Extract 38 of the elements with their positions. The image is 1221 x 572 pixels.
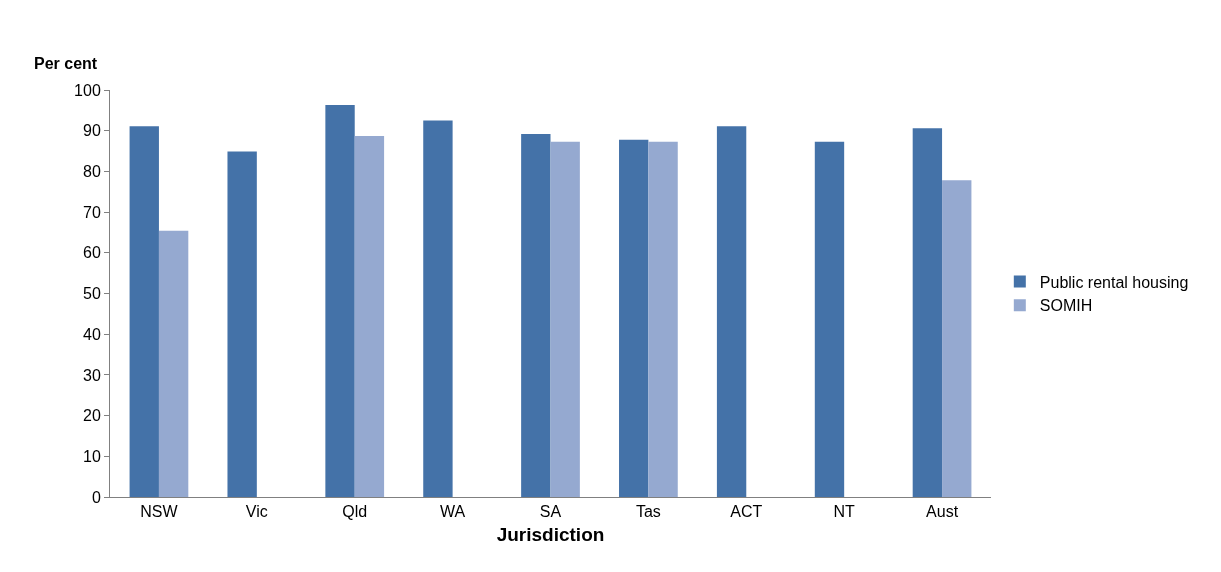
x-tick-label: Aust (926, 503, 959, 521)
x-tick-label: Vic (245, 503, 268, 521)
bar (716, 126, 747, 497)
y-tick-label: 30 (83, 366, 101, 384)
bar (521, 133, 551, 497)
bar (814, 141, 845, 497)
y-axis-title: Per cent (34, 55, 98, 72)
y-tick-label: 50 (83, 285, 101, 303)
bar (942, 180, 972, 497)
bar (912, 128, 943, 497)
bar (129, 126, 159, 497)
x-axis-title: Jurisdiction (496, 524, 605, 545)
y-tick-label: 90 (83, 122, 101, 140)
bar (325, 105, 355, 497)
y-tick-label: 40 (83, 325, 101, 343)
bar (354, 135, 385, 497)
bar (648, 141, 678, 497)
x-tick-label: ACT (730, 503, 763, 521)
x-tick-label: SA (539, 503, 562, 521)
y-tick-label: 80 (83, 163, 101, 180)
x-tick-label: Tas (635, 503, 661, 521)
y-tick-label: 70 (83, 203, 101, 221)
y-tick-label: 20 (83, 407, 101, 425)
y-tick-label: 100 (74, 81, 101, 99)
legend-label: SOMIH (1039, 297, 1093, 315)
x-tick-label: Qld (342, 503, 368, 521)
x-tick-label: NT (833, 503, 856, 521)
bar (423, 120, 453, 497)
x-tick-label: NSW (140, 503, 179, 521)
legend-label: Public rental housing (1039, 273, 1189, 291)
bar (619, 139, 649, 497)
bar (550, 141, 580, 497)
bar (158, 230, 189, 497)
y-tick-label: 10 (83, 447, 101, 465)
y-tick-label: 60 (83, 244, 101, 262)
y-tick-label: 0 (91, 488, 101, 506)
bar (227, 151, 257, 497)
x-tick-label: WA (440, 503, 466, 521)
